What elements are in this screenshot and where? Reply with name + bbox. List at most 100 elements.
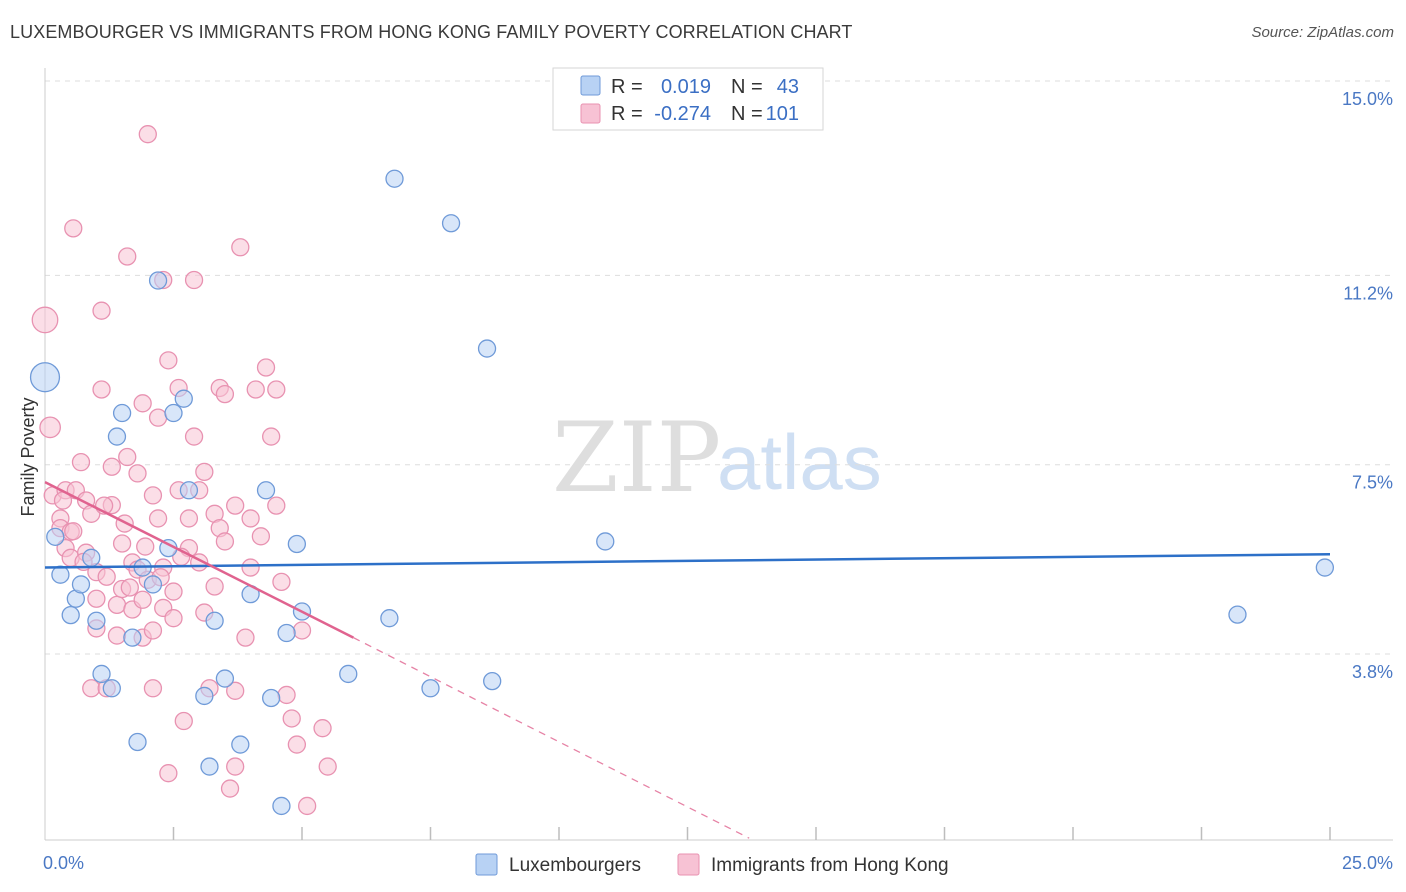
luxembourger-point-1 bbox=[46, 527, 65, 546]
legend-r-value-1: 0.019 bbox=[661, 76, 711, 98]
hong-kong-point-17 bbox=[87, 589, 106, 608]
luxembourger-point-10 bbox=[107, 427, 127, 446]
y-tick-label-1: 7.5% bbox=[1352, 473, 1393, 493]
luxembourger-point-9 bbox=[102, 679, 121, 698]
hong-kong-point-87 bbox=[287, 735, 307, 754]
luxembourger-point-27 bbox=[256, 481, 276, 500]
hong-kong-point-24 bbox=[102, 457, 121, 476]
hong-kong-point-58 bbox=[184, 427, 204, 446]
hong-kong-point-29 bbox=[118, 247, 137, 266]
luxembourger-point-23 bbox=[205, 611, 224, 630]
hong-kong-point-25 bbox=[107, 595, 127, 615]
x-tick-label-right: 25.0% bbox=[1342, 853, 1393, 873]
hong-kong-point-68 bbox=[215, 532, 235, 551]
y-axis-title: Family Poverty bbox=[18, 397, 38, 516]
hong-kong-point-40 bbox=[143, 486, 163, 505]
chart-title: LUXEMBOURGER VS IMMIGRANTS FROM HONG KON… bbox=[10, 22, 853, 42]
hong-kong-point-61 bbox=[195, 462, 214, 482]
luxembourger-point-30 bbox=[277, 623, 296, 643]
hong-kong-point-48 bbox=[159, 764, 178, 783]
hong-kong-point-9 bbox=[64, 219, 83, 238]
hong-kong-point-0 bbox=[31, 306, 59, 334]
hong-kong-trend-line-extension bbox=[353, 637, 750, 839]
luxembourger-point-36 bbox=[421, 679, 440, 698]
hong-kong-point-27 bbox=[112, 534, 132, 553]
luxembourger-point-12 bbox=[123, 628, 142, 647]
hong-kong-point-73 bbox=[226, 757, 245, 776]
hong-kong-trend-line bbox=[44, 480, 354, 639]
y-tick-label-3: 15.0% bbox=[1342, 89, 1393, 109]
bottom-legend: Luxembourgers Immigrants from Hong Kong bbox=[475, 853, 949, 876]
luxembourger-point-5 bbox=[71, 575, 91, 594]
hong-kong-point-71 bbox=[226, 681, 245, 700]
luxembourger-point-3 bbox=[61, 605, 80, 625]
legend-swatch-blue bbox=[580, 75, 601, 96]
hong-kong-point-85 bbox=[277, 685, 296, 705]
luxembourger-trend-line bbox=[44, 552, 1331, 569]
legend-swatch-pink bbox=[580, 103, 601, 124]
hong-kong-point-42 bbox=[143, 621, 163, 640]
hong-kong-point-76 bbox=[241, 558, 260, 577]
hong-kong-point-57 bbox=[184, 270, 204, 290]
luxembourger-point-11 bbox=[112, 403, 132, 423]
bottom-legend-swatch-hong-kong bbox=[677, 853, 700, 876]
hong-kong-point-84 bbox=[272, 572, 291, 592]
hong-kong-point-30 bbox=[118, 447, 137, 467]
watermark: ZIP atlas bbox=[552, 402, 882, 514]
watermark-atlas: atlas bbox=[717, 418, 882, 506]
luxembourger-point-8 bbox=[92, 664, 111, 684]
hong-kong-point-77 bbox=[241, 509, 260, 528]
hong-kong-point-80 bbox=[256, 358, 276, 377]
x-axis-ticks bbox=[172, 827, 1331, 840]
hong-kong-point-90 bbox=[313, 719, 332, 738]
luxembourger-point-22 bbox=[200, 757, 219, 776]
luxembourger-point-38 bbox=[477, 339, 497, 358]
bottom-legend-swatch-luxembourgers bbox=[475, 853, 498, 876]
hong-kong-point-69 bbox=[215, 384, 235, 404]
hong-kong-point-83 bbox=[267, 380, 286, 399]
hong-kong-point-56 bbox=[179, 509, 199, 528]
trend-lines bbox=[44, 480, 1331, 839]
luxembourger-point-39 bbox=[483, 671, 502, 691]
hong-kong-point-88 bbox=[292, 621, 312, 640]
luxembourger-point-41 bbox=[1228, 605, 1247, 624]
luxembourger-point-7 bbox=[87, 611, 106, 630]
y-tick-label-2: 11.2% bbox=[1343, 283, 1393, 303]
luxembourger-point-16 bbox=[148, 271, 168, 290]
hong-kong-point-44 bbox=[148, 509, 168, 528]
luxembourger-point-37 bbox=[441, 214, 461, 233]
hong-kong-point-65 bbox=[205, 577, 224, 596]
hong-kong-point-43 bbox=[148, 408, 168, 427]
hong-kong-point-54 bbox=[174, 711, 193, 731]
hong-kong-point-89 bbox=[297, 796, 317, 816]
legend-r-value-2: -0.274 bbox=[654, 103, 711, 125]
stats-legend: R = 0.019 N = 43 R = -0.274 N = 101 bbox=[552, 67, 824, 131]
luxembourger-point-29 bbox=[272, 796, 291, 816]
hong-kong-point-86 bbox=[282, 709, 301, 728]
hong-kong-point-11 bbox=[71, 452, 91, 472]
legend-n-label-1: N = bbox=[731, 76, 763, 98]
axes bbox=[44, 68, 1393, 841]
hong-kong-point-36 bbox=[133, 590, 152, 609]
luxembourger-point-6 bbox=[82, 548, 101, 567]
luxembourger-point-2 bbox=[51, 565, 70, 584]
luxembourger-point-42 bbox=[1315, 558, 1335, 577]
luxembourger-point-18 bbox=[164, 403, 183, 423]
luxembourger-point-25 bbox=[231, 735, 250, 754]
legend-n-label-2: N = bbox=[731, 103, 763, 125]
hong-kong-point-74 bbox=[231, 238, 250, 257]
hong-kong-point-50 bbox=[164, 582, 183, 601]
luxembourger-point-31 bbox=[287, 534, 307, 554]
x-tick-label-left: 0.0% bbox=[43, 853, 84, 873]
hong-kong-point-20 bbox=[92, 380, 111, 399]
hong-kong-point-78 bbox=[246, 380, 265, 399]
source-credit: Source: ZipAtlas.com bbox=[1251, 24, 1394, 41]
legend-r-label-1: R = bbox=[611, 76, 643, 98]
hong-kong-point-15 bbox=[82, 679, 101, 698]
luxembourger-point-33 bbox=[339, 664, 358, 684]
luxembourger-point-40 bbox=[596, 532, 615, 551]
luxembourger-point-20 bbox=[179, 481, 199, 500]
luxembourger-point-13 bbox=[128, 732, 147, 752]
hong-kong-point-75 bbox=[236, 628, 255, 647]
luxembourger-point-0 bbox=[29, 362, 61, 393]
